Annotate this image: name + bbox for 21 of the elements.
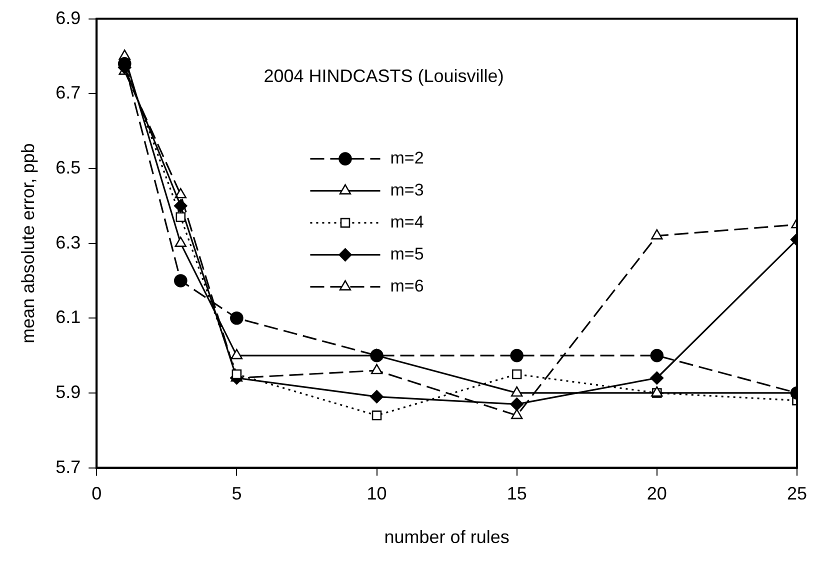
legend-label: m=3: [390, 180, 424, 200]
legend-label: m=4: [390, 212, 424, 232]
legend-label: m=6: [390, 276, 424, 296]
x-tick-label: 0: [92, 484, 102, 504]
x-tick-label: 25: [786, 484, 808, 504]
legend-label: m=5: [390, 244, 424, 264]
x-axis-title: number of rules: [384, 527, 510, 548]
text: 2004 HINDCASTS (Louisville): [264, 66, 504, 86]
legend-label: m=2: [390, 148, 424, 168]
x-tick-label: 20: [646, 484, 667, 504]
y-tick-label: 6.7: [56, 82, 81, 103]
y-tick-label: 5.9: [56, 382, 81, 402]
y-tick-label: 5.7: [56, 456, 81, 477]
x-tick-label: 15: [506, 484, 527, 504]
x-tick-label: 10: [366, 484, 387, 504]
y-tick-label: 6.3: [56, 232, 81, 252]
y-tick-label: 6.1: [56, 307, 81, 328]
y-tick-label: 6.9: [56, 8, 81, 28]
x-tick-label: 5: [232, 484, 242, 504]
y-tick-label: 6.5: [56, 157, 81, 178]
y-axis-title: mean absolute error, ppb: [18, 143, 38, 344]
